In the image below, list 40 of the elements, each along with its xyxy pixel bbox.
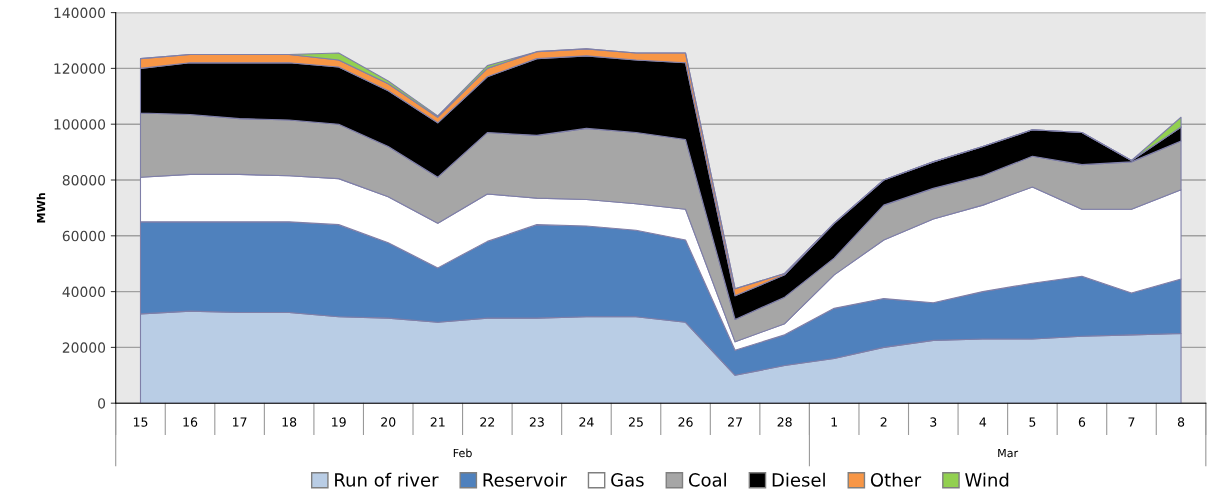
x-tick-label: 22 bbox=[480, 417, 495, 427]
x-tick-label: 2 bbox=[880, 417, 887, 427]
legend-label: Diesel bbox=[772, 472, 825, 487]
y-tick-label: 20000 bbox=[62, 342, 106, 353]
x-tick-label: 1 bbox=[831, 417, 838, 427]
y-tick-label: 80000 bbox=[62, 174, 106, 186]
legend-label: Run of river bbox=[335, 472, 439, 487]
x-tick-label: 7 bbox=[1128, 417, 1135, 427]
y-tick-label: 0 bbox=[98, 398, 106, 409]
x-tick-label: 17 bbox=[233, 417, 247, 427]
x-tick-label: 3 bbox=[930, 417, 937, 427]
legend-label: Gas bbox=[611, 473, 644, 487]
x-tick-label: 6 bbox=[1078, 417, 1086, 427]
y-tick-label: 40000 bbox=[62, 286, 106, 298]
x-tick-label: 21 bbox=[430, 417, 445, 427]
y-tick-label: 60000 bbox=[62, 230, 106, 242]
x-tick-label: 4 bbox=[979, 417, 987, 427]
x-tick-label: 27 bbox=[728, 417, 742, 427]
legend-label: Other bbox=[870, 472, 922, 487]
y-tick-label: 100000 bbox=[54, 119, 106, 130]
x-tick-label: 23 bbox=[529, 417, 544, 427]
y-tick-label: 140000 bbox=[54, 7, 106, 19]
x-tick-label: 18 bbox=[282, 417, 297, 427]
legend-label: Coal bbox=[688, 472, 726, 487]
x-tick-label: 25 bbox=[628, 417, 643, 427]
text: Feb bbox=[453, 448, 472, 458]
x-tick-label: 8 bbox=[1177, 417, 1185, 427]
y-axis-title: MWh bbox=[36, 193, 46, 223]
x-tick-label: 24 bbox=[579, 417, 594, 427]
legend-label: Reservoir bbox=[483, 472, 567, 487]
x-tick-label: 16 bbox=[183, 417, 198, 427]
text: Mar bbox=[998, 448, 1019, 458]
x-tick-label: 5 bbox=[1029, 417, 1036, 427]
legend-label: Wind bbox=[965, 472, 1009, 487]
x-tick-label: 28 bbox=[777, 417, 792, 427]
x-tick-label: 26 bbox=[678, 417, 693, 427]
x-tick-label: 19 bbox=[332, 417, 346, 427]
x-tick-label: 20 bbox=[381, 417, 396, 427]
x-tick-label: 15 bbox=[133, 417, 148, 427]
y-tick-label: 120000 bbox=[54, 63, 106, 74]
